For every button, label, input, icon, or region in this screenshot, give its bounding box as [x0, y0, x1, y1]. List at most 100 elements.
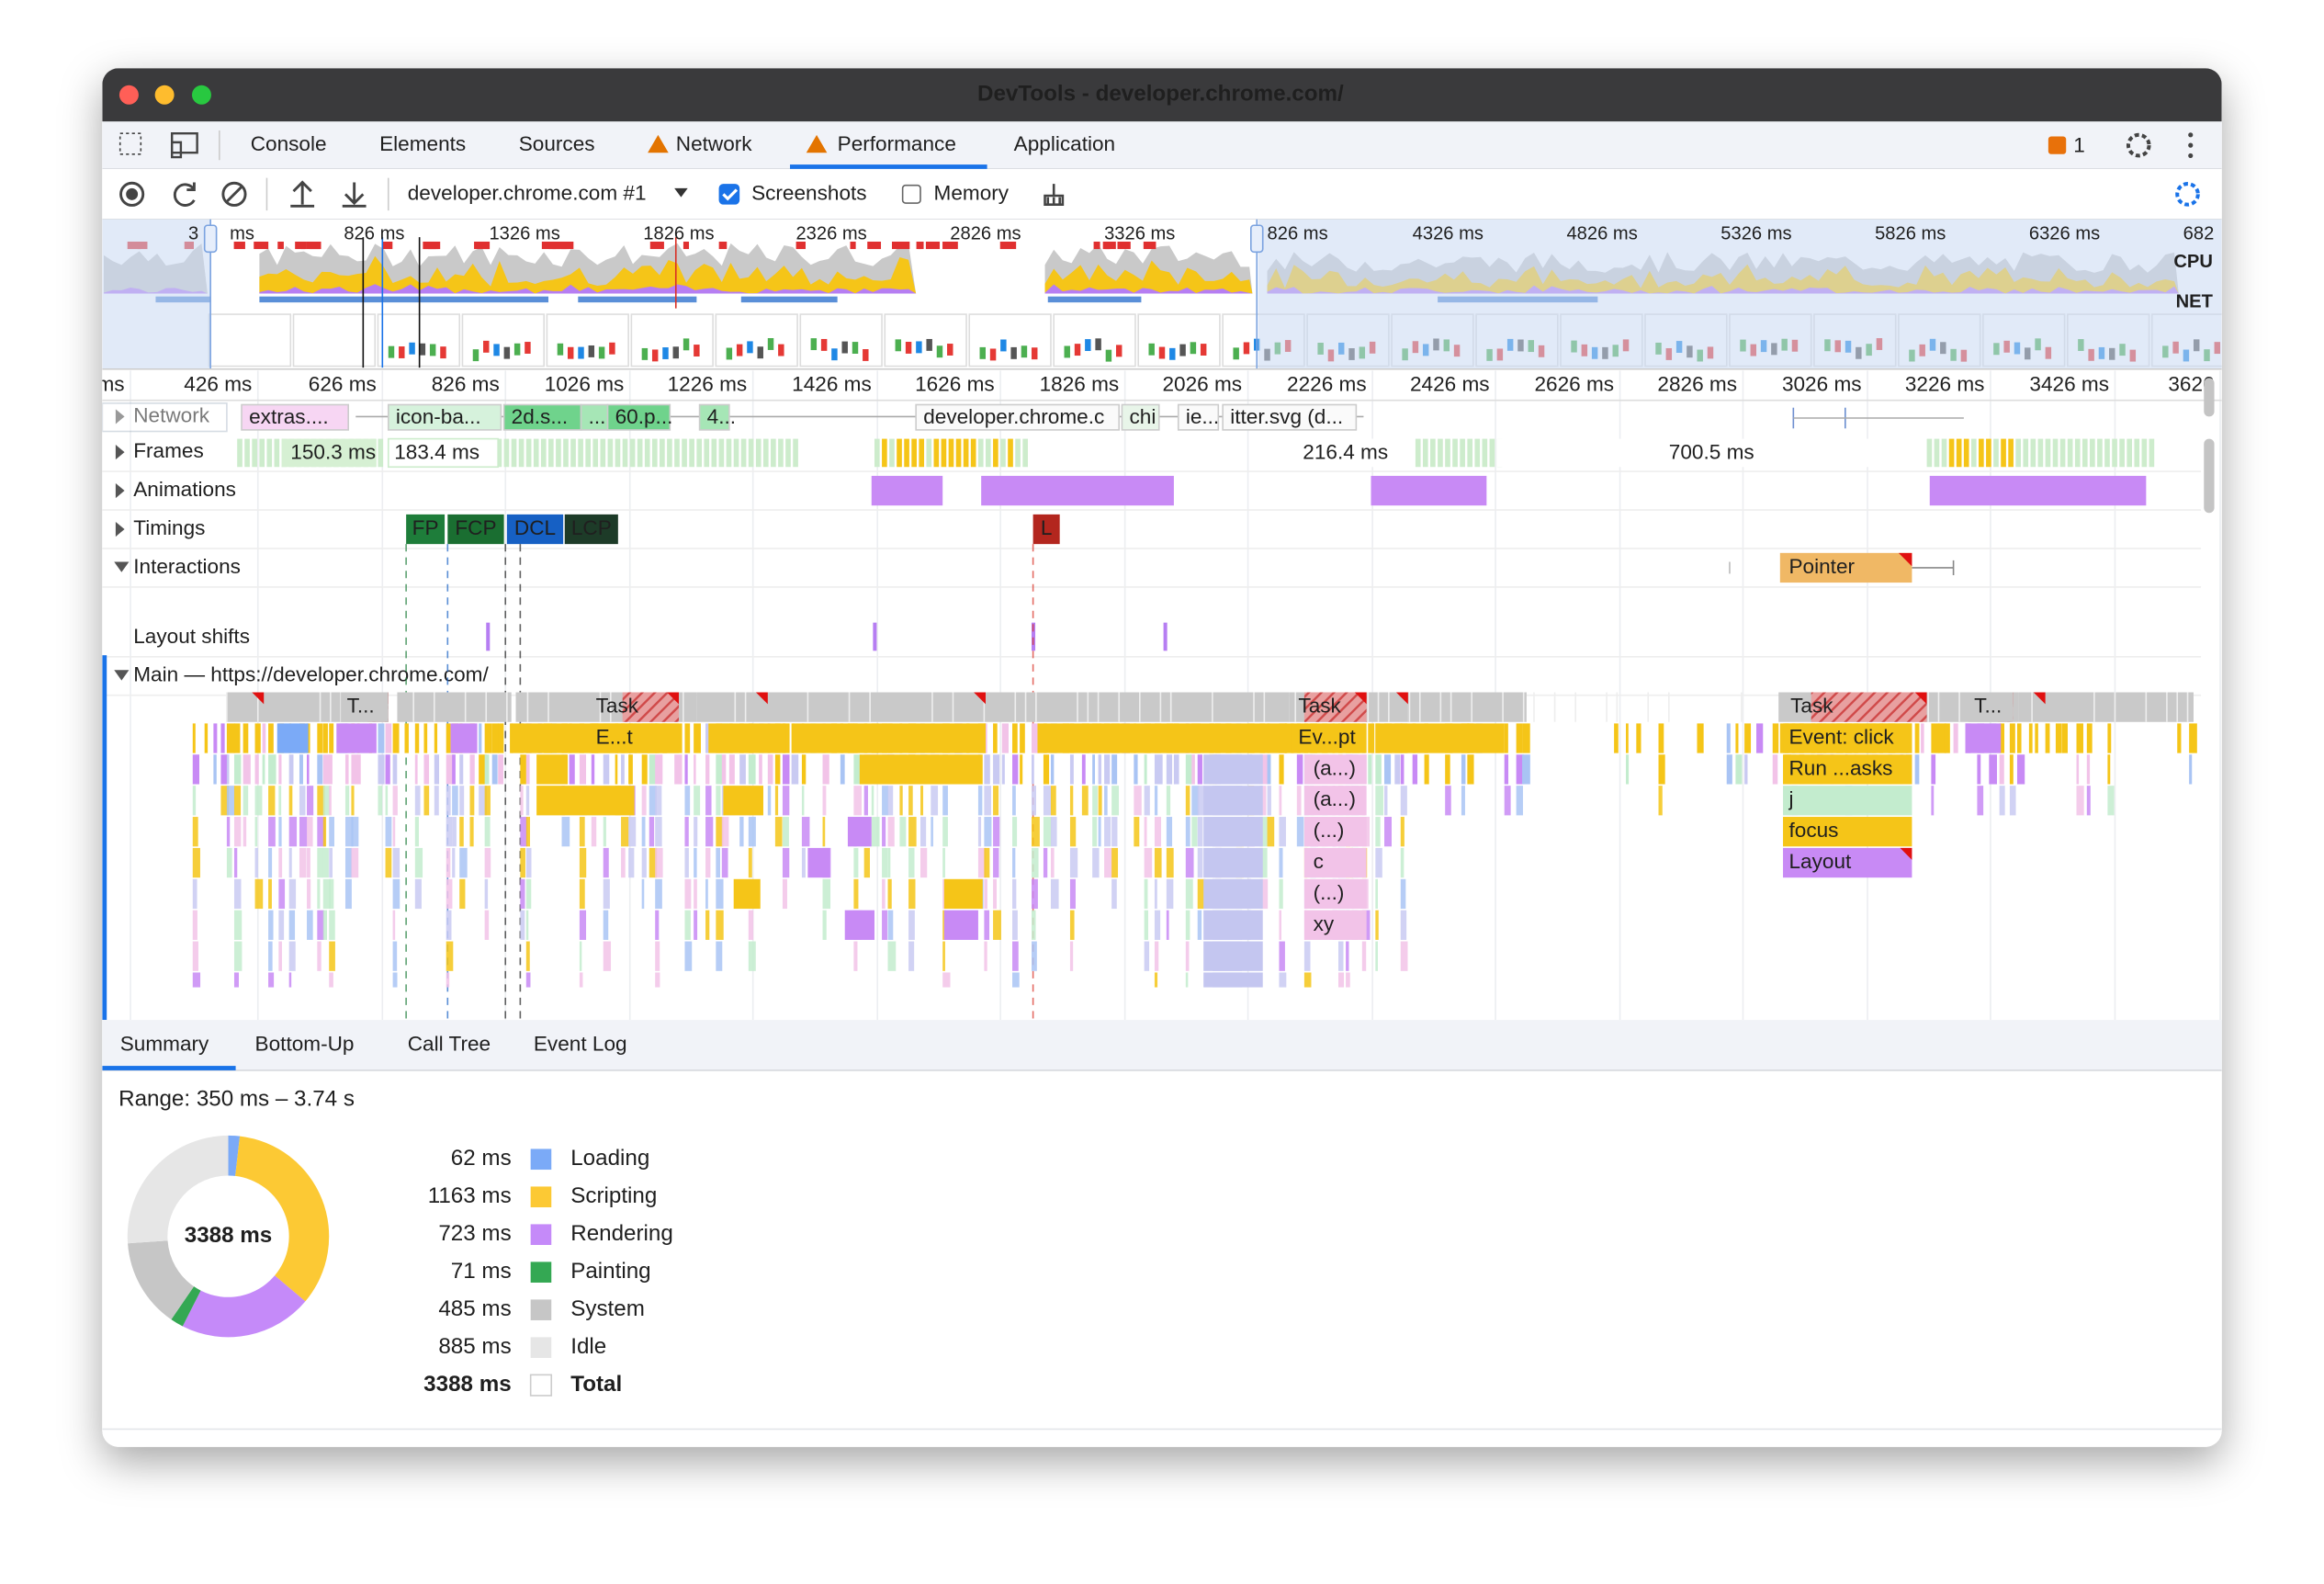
- flame-slice: [1111, 847, 1119, 878]
- tab[interactable]: Sources: [519, 132, 595, 155]
- long-task-marker: [1143, 241, 1156, 250]
- expand-arrow[interactable]: [115, 445, 125, 460]
- details-tab[interactable]: Summary: [120, 1032, 209, 1055]
- target-select[interactable]: developer.chrome.com #1: [408, 181, 647, 204]
- track-label[interactable]: Interactions: [133, 555, 241, 578]
- flame-label[interactable]: Layout: [1789, 850, 1853, 873]
- flame-label[interactable]: Run ...asks: [1789, 756, 1893, 779]
- flame-label[interactable]: T...: [347, 695, 375, 718]
- frame: [733, 438, 739, 468]
- flame-label[interactable]: (a...): [1314, 787, 1356, 810]
- flame-block: [1783, 754, 1912, 785]
- collapse-arrow[interactable]: [114, 670, 130, 681]
- track-label[interactable]: Network: [133, 403, 210, 426]
- flame-slice: [774, 786, 779, 816]
- request-label: developer.chrome.c: [923, 405, 1104, 428]
- flame-slice: [739, 754, 746, 785]
- flame-slice: [1081, 786, 1089, 816]
- interaction-label[interactable]: Pointer: [1789, 555, 1856, 578]
- expand-arrow[interactable]: [115, 482, 125, 499]
- flame-slice: [317, 941, 322, 971]
- flame-label[interactable]: (...): [1314, 881, 1345, 904]
- frame: [2023, 438, 2029, 468]
- flame-slice: [1516, 723, 1523, 753]
- thumb-detail: [683, 338, 690, 351]
- download-button[interactable]: [342, 182, 367, 208]
- overview-tick-label: 1326 ms: [489, 223, 559, 243]
- upload-button[interactable]: [290, 180, 315, 208]
- flame-label[interactable]: Ev...pt: [1298, 725, 1356, 748]
- track-label[interactable]: Timings: [133, 516, 205, 539]
- legend-value: 3388 ms: [423, 1372, 511, 1397]
- timing-label[interactable]: DCL: [514, 516, 556, 539]
- flame-label[interactable]: focus: [1789, 819, 1839, 842]
- flame-slice: [204, 723, 209, 753]
- expand-arrow[interactable]: [115, 409, 125, 424]
- flame-label[interactable]: (a...): [1314, 756, 1356, 779]
- reload-button[interactable]: [173, 182, 196, 207]
- window-button[interactable]: [191, 85, 211, 105]
- task: [1407, 692, 1527, 722]
- track-label[interactable]: Layout shifts: [133, 625, 250, 648]
- tab[interactable]: Console: [251, 132, 327, 155]
- window-button[interactable]: [118, 85, 139, 105]
- thumb-detail: [588, 345, 595, 357]
- flame-label[interactable]: T...: [1974, 695, 2002, 718]
- flame-label[interactable]: xy: [1314, 912, 1335, 935]
- flame-label[interactable]: c: [1314, 850, 1324, 873]
- flame-label[interactable]: j: [1788, 787, 1794, 810]
- expand-arrow[interactable]: [115, 521, 125, 537]
- flame-slice: [655, 910, 660, 940]
- details-tab[interactable]: Bottom-Up: [255, 1032, 355, 1055]
- timing-label[interactable]: L: [1041, 516, 1053, 539]
- settings-icon[interactable]: [2126, 132, 2151, 158]
- flame-slice: [705, 754, 710, 785]
- flame-label[interactable]: E...t: [596, 725, 634, 748]
- flame-label[interactable]: (...): [1314, 819, 1345, 842]
- flame-slice: [621, 847, 626, 878]
- thumb-detail: [1148, 343, 1155, 356]
- tab[interactable]: Performance: [838, 132, 956, 155]
- checkbox-label[interactable]: Screenshots: [751, 181, 867, 204]
- thumb-detail: [936, 345, 943, 358]
- overview-tick-label: 826 ms: [1268, 223, 1328, 243]
- flame-slice: [484, 817, 491, 847]
- device-icon[interactable]: [170, 132, 198, 159]
- track-label[interactable]: Main — https://developer.chrome.com/: [133, 663, 489, 686]
- long-task-marker: [925, 241, 941, 250]
- flame-slice: [908, 878, 916, 910]
- track-label[interactable]: Animations: [133, 478, 236, 501]
- inspect-icon[interactable]: [118, 132, 142, 155]
- details-tab[interactable]: Event Log: [534, 1032, 627, 1055]
- donut-segment: [228, 1135, 241, 1176]
- tab[interactable]: Network: [676, 132, 753, 155]
- gc-button[interactable]: [1044, 184, 1065, 206]
- flame-label[interactable]: Task: [1298, 695, 1341, 718]
- capture-settings[interactable]: [2175, 182, 2200, 207]
- track-label[interactable]: Frames: [133, 439, 204, 462]
- flame-slice: [1914, 723, 1920, 753]
- clear-button[interactable]: [221, 181, 247, 207]
- flame-slice: [1185, 941, 1190, 971]
- flame-label[interactable]: Event: click: [1789, 725, 1895, 748]
- timing-label[interactable]: FP: [412, 516, 439, 539]
- frame: [977, 438, 984, 468]
- event: [844, 910, 874, 940]
- flame-label[interactable]: Task: [596, 695, 639, 718]
- details-tab[interactable]: Call Tree: [408, 1032, 491, 1055]
- timing-label[interactable]: FCP: [455, 516, 496, 539]
- flame-label[interactable]: Task: [1790, 695, 1833, 718]
- record-button[interactable]: [119, 181, 145, 207]
- flame-slice: [317, 817, 326, 847]
- flame-slice: [385, 847, 392, 878]
- tab[interactable]: Elements: [379, 132, 466, 155]
- tab[interactable]: Application: [1014, 132, 1115, 155]
- flame-slice: [385, 786, 389, 816]
- frame: [237, 438, 243, 468]
- collapse-arrow[interactable]: [114, 561, 130, 572]
- issues-count[interactable]: 1: [2073, 134, 2085, 157]
- window-button[interactable]: [154, 85, 175, 105]
- checkbox-label[interactable]: Memory: [934, 181, 1010, 204]
- flame-slice: [1338, 972, 1345, 988]
- timing-label[interactable]: LCP: [571, 516, 612, 539]
